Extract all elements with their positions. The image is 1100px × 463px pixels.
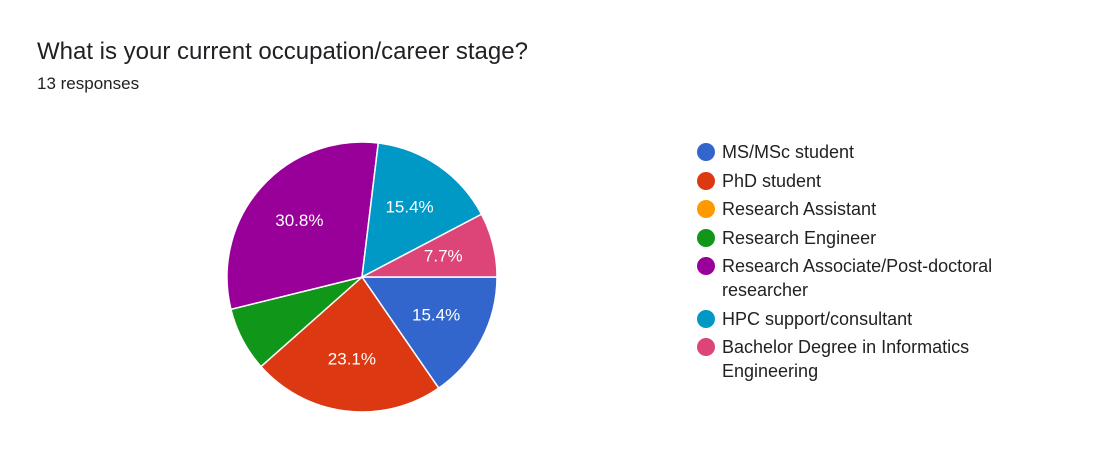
chart-title: What is your current occupation/career s… (37, 38, 528, 65)
legend-item-research-associate-post-doctoral-researcher[interactable]: Research Associate/Post-doctoral researc… (697, 254, 1087, 302)
legend-label: Research Engineer (722, 227, 877, 248)
legend-label: Research Associate/Post-doctoral researc… (722, 256, 993, 300)
legend-item-ms-msc-student[interactable]: MS/MSc student (697, 140, 1087, 164)
legend-swatch (697, 309, 715, 328)
legend-label: Research Assistant (722, 199, 877, 219)
legend-label: MS/MSc student (722, 142, 855, 162)
legend-swatch (697, 200, 715, 218)
pie-slice-hpc-support-consultant[interactable] (361, 142, 483, 279)
response-count: 13 responses (37, 74, 140, 93)
legend-swatch (697, 143, 715, 161)
slice-label-hpc-support-consultant: 15.4% (385, 198, 433, 217)
legend-label: HPC support/consultant (722, 308, 913, 329)
legend: MS/MSc student PhD student Research Assist… (697, 140, 1087, 388)
legend-swatch (697, 228, 715, 247)
legend-label: Bachelor Degree in Informatics Engineeri… (722, 337, 970, 381)
legend-label: PhD student (722, 170, 822, 191)
slice-label-phd-student: 23.1% (328, 350, 376, 369)
slice-label-research-associate-post-doctoral-researcher: 30.8% (275, 211, 323, 230)
legend-item-phd-student[interactable]: PhD student (697, 169, 1087, 193)
legend-item-research-assistant[interactable]: Research Assistant (697, 197, 1087, 221)
legend-item-research-engineer[interactable]: Research Engineer (697, 226, 1087, 250)
pie-slice-ms-msc-student[interactable] (360, 276, 498, 390)
pie-slice-phd-student[interactable] (259, 275, 440, 413)
pie-slice-research-associate-post-doctoral-researcher[interactable] (226, 141, 380, 311)
slice-label-bachelor-degree-in-informatics-engineering: 7.7% (424, 246, 463, 265)
pie-slice-bachelor-degree-in-informatics-engineering[interactable] (361, 213, 498, 278)
pie-chart: 15.4% 23.1% 30.8% 15.4% 7.7% (226, 141, 498, 413)
legend-swatch (697, 171, 715, 190)
legend-swatch (697, 257, 715, 275)
legend-item-hpc-support-consultant[interactable]: HPC support/consultant (697, 307, 1087, 331)
legend-item-bachelor-degree-in-informatics-engineering[interactable]: Bachelor Degree in Informatics Engineeri… (697, 335, 1087, 383)
legend-swatch (697, 338, 715, 356)
slice-label-ms-msc-student: 15.4% (412, 305, 460, 324)
